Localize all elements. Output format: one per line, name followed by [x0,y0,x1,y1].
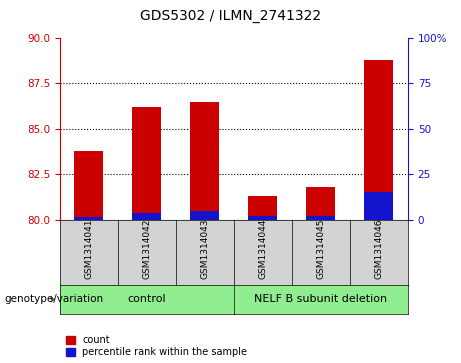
Text: GSM1314046: GSM1314046 [374,219,384,279]
Bar [365,192,394,220]
Bar [132,213,161,220]
Text: GSM1314044: GSM1314044 [259,219,267,279]
Text: control: control [128,294,166,305]
Text: GSM1314041: GSM1314041 [84,219,94,279]
Text: genotype/variation: genotype/variation [5,294,104,305]
Bar [248,216,278,220]
Bar [132,107,161,220]
Bar [365,60,394,220]
Bar [190,102,219,220]
Text: GSM1314043: GSM1314043 [201,219,209,279]
Text: GSM1314045: GSM1314045 [316,219,325,279]
Bar [74,151,103,220]
Bar [74,217,103,220]
Legend: count, percentile rank within the sample: count, percentile rank within the sample [65,334,248,358]
Bar [307,216,336,220]
Text: GDS5302 / ILMN_2741322: GDS5302 / ILMN_2741322 [140,9,321,23]
Bar [248,196,278,220]
Text: GSM1314042: GSM1314042 [142,219,152,279]
Bar [307,187,336,220]
Text: NELF B subunit deletion: NELF B subunit deletion [254,294,388,305]
Bar [190,211,219,220]
